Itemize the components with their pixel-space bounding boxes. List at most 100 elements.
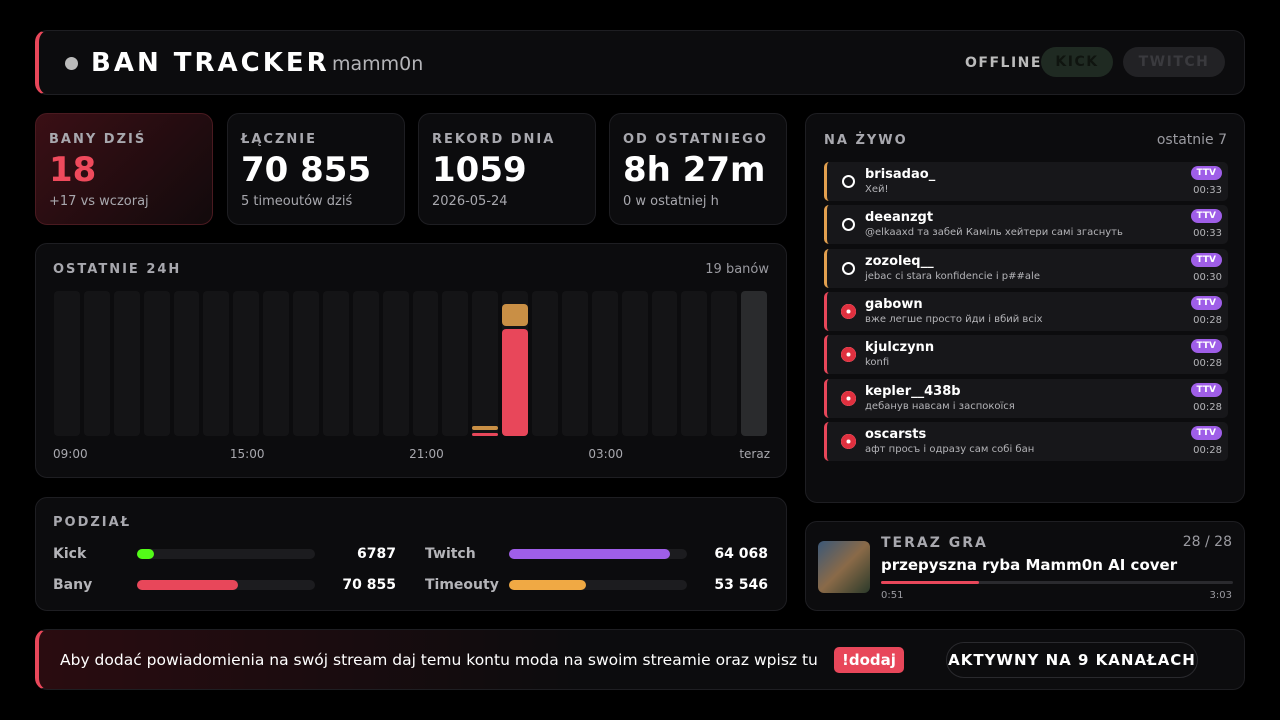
hour-slot <box>322 291 349 436</box>
np-count: 28 / 28 <box>1182 534 1232 550</box>
now-playing: TERAZ GRA 28 / 28 przepyszna ryba Mamm0n… <box>805 521 1245 611</box>
ban-icon <box>841 433 856 449</box>
live-time: 00:33 <box>1193 228 1222 240</box>
split-label: Kick <box>53 546 87 562</box>
platform-tag: TTV <box>1190 252 1222 267</box>
bar-segment <box>502 329 528 436</box>
split-value: 64 068 <box>714 546 768 562</box>
stat-sub: 5 timeoutów dziś <box>241 194 353 209</box>
live-user: deeanzgt <box>865 210 934 226</box>
stat-sub: 2026-05-24 <box>432 194 508 209</box>
x-label: teraz <box>739 447 770 461</box>
platform-tag: TTV <box>1190 339 1222 354</box>
split-value: 70 855 <box>342 577 396 593</box>
live-item: kepler__438b дебанув навсам і заспокоїся T… <box>824 378 1228 418</box>
stat-label: OD OSTATNIEGO <box>623 132 768 147</box>
hour-slot <box>442 291 469 436</box>
stat-sub: +17 vs wczoraj <box>49 194 149 209</box>
live-time: 00:30 <box>1193 271 1222 283</box>
bar-segment <box>502 303 528 327</box>
split-label: Timeouty <box>425 577 499 593</box>
split-label: Bany <box>53 577 93 593</box>
stat-card: OD OSTATNIEGO 8h 27m 0 w ostatniej h <box>609 113 787 225</box>
footer-text: Aby dodać powiadomienia na swój stream d… <box>60 651 818 669</box>
hour-slot <box>681 291 708 436</box>
hour-slot <box>561 291 588 436</box>
header: BAN TRACKER mamm0n OFFLINE KICK TWITCH <box>35 30 1245 95</box>
command: !dodaj <box>834 647 904 673</box>
stat-label: REKORD DNIA <box>432 132 556 147</box>
live-user: kjulczynn <box>865 340 935 356</box>
stat-label: ŁĄCZNIE <box>241 132 317 147</box>
split-track <box>137 580 315 590</box>
live-message: афт просъ і одразу сам собі бан <box>865 443 1035 455</box>
timeout-icon <box>842 218 855 232</box>
active-channels[interactable]: AKTYWNY NA 9 KANAŁACH <box>946 642 1198 678</box>
hour-slot <box>621 291 648 436</box>
platform-tag: TTV <box>1190 209 1222 224</box>
live-user: kepler__438b <box>865 383 961 399</box>
live-time: 00:33 <box>1193 185 1222 196</box>
footer: Aby dodać powiadomienia na swój stream d… <box>35 629 1245 690</box>
timeout-icon <box>842 261 855 275</box>
split-label: Twitch <box>425 546 476 562</box>
stat-card: BANY DZIŚ 18 +17 vs wczoraj <box>35 113 213 225</box>
stat-label: BANY DZIŚ <box>49 132 147 147</box>
split-bar <box>509 549 670 559</box>
live-user: brisadao_ <box>865 167 936 182</box>
live-message: jebac ci stara konfidencie i p##ale <box>865 270 1040 282</box>
platform-tag: TTV <box>1190 166 1222 180</box>
live-message: вже легше просто йди і вбий всіх <box>865 313 1043 325</box>
hour-slot <box>741 291 767 436</box>
x-label: 21:00 <box>409 447 444 461</box>
live-user: gabown <box>865 296 923 312</box>
live-time: 00:28 <box>1193 401 1222 413</box>
x-label: 09:00 <box>53 447 88 461</box>
live-message: Хей! <box>865 184 889 195</box>
hour-slot <box>233 291 260 436</box>
twitch-button[interactable]: TWITCH <box>1123 47 1225 77</box>
hour-slot <box>263 291 289 436</box>
ban-icon <box>841 347 856 363</box>
hour-slot <box>143 291 170 436</box>
live-user: oscarsts <box>865 426 927 442</box>
stat-card: ŁĄCZNIE 70 855 5 timeoutów dziś <box>227 113 405 225</box>
hour-slot <box>352 291 379 436</box>
hour-slot <box>203 291 230 436</box>
split-bar <box>509 580 586 590</box>
hour-slot <box>382 291 409 436</box>
status: OFFLINE <box>965 55 1042 71</box>
bar-segment <box>472 426 499 430</box>
timeout-icon <box>842 175 855 188</box>
thumbnail <box>818 541 870 593</box>
kick-button[interactable]: KICK <box>1041 47 1113 77</box>
live-item: kjulczynn konfi TTV 00:28 <box>824 335 1228 375</box>
split-track <box>137 549 315 559</box>
live-item: brisadao_ Хей! TTV 00:33 <box>824 162 1228 201</box>
status-dot <box>65 57 78 70</box>
hour-slot <box>412 291 439 436</box>
live-message: дебанув навсам і заспокоїся <box>865 400 1015 412</box>
live-item: zozoleq__ jebac ci stara konfidencie i p#… <box>824 248 1228 288</box>
ban-icon <box>841 303 856 319</box>
split-value: 6787 <box>357 546 396 562</box>
platform-tag: TTV <box>1190 295 1222 310</box>
ban-icon <box>841 390 856 406</box>
stat-sub: 0 w ostatniej h <box>623 194 719 209</box>
stat-value: 8h 27m <box>623 150 766 190</box>
hour-slot <box>173 291 200 436</box>
hour-slot <box>472 291 499 436</box>
live-item: oscarsts афт просъ і одразу сам собі бан T… <box>824 421 1228 461</box>
hour-slot <box>711 291 738 436</box>
title: BAN TRACKER <box>91 48 330 78</box>
live-title: NA ŻYWO <box>824 133 908 148</box>
split-bar <box>137 580 239 590</box>
live-item: gabown вже легше просто йди і вбий всіх TT… <box>824 291 1228 331</box>
split-title: PODZIAŁ <box>53 515 132 530</box>
split-value: 53 546 <box>714 577 768 593</box>
chart-summary: 19 banów <box>705 262 769 277</box>
hour-slot <box>113 291 140 436</box>
user: mamm0n <box>332 53 424 75</box>
hour-slot <box>83 291 110 436</box>
live-card: NA ŻYWO ostatnie 7 brisadao_ Хей! TTV 00:33… <box>805 113 1245 503</box>
